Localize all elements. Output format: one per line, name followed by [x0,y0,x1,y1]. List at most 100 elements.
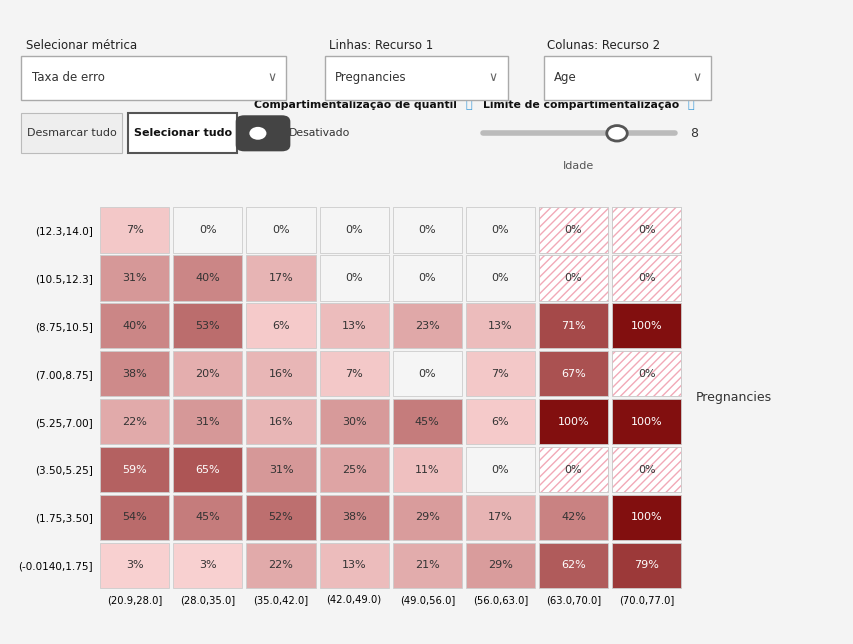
Bar [173,351,242,396]
Text: 59%: 59% [122,464,147,475]
Text: 0%: 0% [637,369,655,379]
Text: 100%: 100% [630,417,662,426]
Text: Selecionar métrica: Selecionar métrica [26,39,136,52]
Text: 31%: 31% [122,273,147,283]
Text: 25%: 25% [341,464,366,475]
Bar [100,447,169,492]
Bar [173,495,242,540]
Text: 45%: 45% [415,417,439,426]
Bar [392,351,461,396]
Text: Age: Age [554,71,577,84]
Bar [612,399,681,444]
Bar [538,255,607,301]
Text: 65%: 65% [195,464,220,475]
Bar [100,207,169,252]
Text: Pregnancies: Pregnancies [334,71,406,84]
Bar [612,303,681,348]
Text: Desmarcar tudo: Desmarcar tudo [26,128,117,138]
Bar [392,207,461,252]
Bar [538,255,607,301]
Bar [100,351,169,396]
Text: 100%: 100% [630,321,662,331]
Bar [465,447,534,492]
Text: 45%: 45% [195,513,220,522]
Text: 52%: 52% [269,513,293,522]
Bar [612,207,681,252]
Text: Limite de compartimentalização: Limite de compartimentalização [482,100,678,110]
Bar [247,207,316,252]
Text: 0%: 0% [564,464,582,475]
Bar [173,255,242,301]
Bar [173,399,242,444]
Text: 13%: 13% [488,321,512,331]
Text: 3%: 3% [125,560,143,571]
Bar [538,447,607,492]
Bar [173,447,242,492]
Bar [612,543,681,588]
Text: 40%: 40% [195,273,220,283]
Bar [465,399,534,444]
Text: Colunas: Recurso 2: Colunas: Recurso 2 [546,39,659,52]
Bar [319,447,388,492]
Text: 0%: 0% [418,225,436,235]
Text: 11%: 11% [415,464,439,475]
Text: 0%: 0% [418,273,436,283]
Bar [612,255,681,301]
Bar [392,255,461,301]
Bar [538,351,607,396]
Text: 53%: 53% [195,321,220,331]
Text: 7%: 7% [345,369,363,379]
Bar [319,207,388,252]
Bar [392,447,461,492]
Bar [538,447,607,492]
Text: 31%: 31% [269,464,293,475]
Text: 0%: 0% [272,225,289,235]
Bar [173,303,242,348]
Text: 29%: 29% [415,513,439,522]
Bar [612,351,681,396]
Bar [538,207,607,252]
Bar [465,543,534,588]
Text: 0%: 0% [564,273,582,283]
Text: 0%: 0% [637,273,655,283]
Bar [100,399,169,444]
Text: 23%: 23% [415,321,439,331]
Text: 13%: 13% [341,321,366,331]
Bar [465,303,534,348]
Bar [247,495,316,540]
Bar [392,495,461,540]
Bar [465,255,534,301]
Text: ∨: ∨ [488,71,497,84]
Text: Selecionar tudo: Selecionar tudo [134,128,231,138]
Bar [612,447,681,492]
Bar [247,543,316,588]
Bar [612,351,681,396]
Text: Idade: Idade [562,161,594,171]
Bar [319,543,388,588]
Bar [612,255,681,301]
Text: 0%: 0% [345,273,363,283]
Bar [612,255,681,301]
Text: 42%: 42% [560,513,585,522]
Text: Desativado: Desativado [288,128,350,138]
Text: 21%: 21% [415,560,439,571]
Text: 3%: 3% [199,560,217,571]
Text: ⓘ: ⓘ [465,100,472,110]
Text: 79%: 79% [634,560,659,571]
Text: Compartimentalização de quantil: Compartimentalização de quantil [254,100,457,110]
Bar [465,495,534,540]
Text: 0%: 0% [491,464,508,475]
Bar [247,399,316,444]
Bar [173,543,242,588]
Text: 54%: 54% [122,513,147,522]
Text: Taxa de erro: Taxa de erro [32,71,104,84]
Bar [247,255,316,301]
Bar [538,207,607,252]
Bar [538,495,607,540]
Text: 38%: 38% [122,369,147,379]
Bar [100,255,169,301]
Text: 62%: 62% [560,560,585,571]
Bar [612,447,681,492]
Text: 100%: 100% [630,513,662,522]
Bar [465,207,534,252]
